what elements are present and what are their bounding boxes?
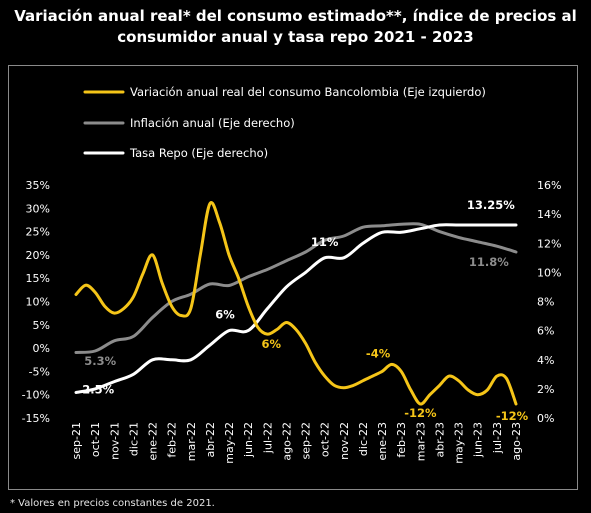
- x-tick-label: ago-22: [280, 422, 293, 461]
- left-tick-label: 25%: [26, 226, 50, 239]
- right-axis: 16% 14% 12% 10% 8% 6% 4% 2% 0%: [537, 179, 561, 425]
- legend-label-2: Tasa Repo (Eje derecho): [129, 146, 268, 160]
- left-tick-label: -10%: [22, 389, 50, 402]
- right-tick-label: 2%: [537, 383, 554, 396]
- x-tick-label: sep-22: [300, 422, 313, 459]
- x-tick-label: mar-22: [185, 422, 198, 461]
- x-tick-label: jul-22: [261, 422, 274, 454]
- right-tick-label: 12%: [537, 237, 561, 250]
- x-tick-label: oct-22: [319, 422, 332, 457]
- x-tick-label: sep-21: [70, 422, 83, 459]
- left-tick-label: 10%: [26, 296, 50, 309]
- right-tick-label: 4%: [537, 354, 554, 367]
- chart-title-line-2: consumidor anual y tasa repo 2021 - 2023: [117, 28, 474, 46]
- annotation-label: 11.8%: [469, 255, 509, 269]
- legend-label-1: Inflación anual (Eje derecho): [130, 116, 295, 130]
- right-tick-label: 6%: [537, 325, 554, 338]
- right-tick-label: 10%: [537, 266, 561, 279]
- inflacion-series-line: [74, 222, 518, 354]
- x-tick-label: ago-23: [510, 422, 523, 461]
- annotation-label: 13.25%: [467, 198, 515, 212]
- x-tick-label: may-22: [223, 422, 236, 464]
- legend: Variación anual real del consumo Bancolo…: [83, 85, 486, 160]
- x-tick-label: abr-22: [204, 422, 217, 458]
- x-tick-label: jun-23: [472, 422, 485, 458]
- data-annotations: 5.3% 2.5% 6% 6% 11% -4% -12% 13.25% 11.8% -12%: [82, 198, 528, 423]
- chart-title-line-1: Variación anual real* del consumo estima…: [14, 7, 577, 25]
- x-tick-label: jul-23: [491, 422, 504, 454]
- annotation-label: 11%: [311, 235, 339, 249]
- left-tick-label: 5%: [33, 319, 50, 332]
- annotation-label: -12%: [496, 409, 529, 423]
- repo-series-line: [74, 223, 518, 394]
- annotation-label: -4%: [366, 346, 391, 360]
- left-axis: 35% 30% 25% 20% 15% 10% 5% 0% -5% -10% -15%: [22, 179, 50, 425]
- x-tick-label: ene-22: [147, 422, 160, 460]
- annotation-label: 6%: [262, 337, 282, 351]
- series-lines: [74, 201, 518, 406]
- right-tick-label: 8%: [537, 296, 554, 309]
- x-tick-label: oct-21: [89, 422, 102, 457]
- annotation-label: 6%: [215, 308, 235, 322]
- right-tick-label: 16%: [537, 179, 561, 192]
- footnote: * Valores en precios constantes de 2021.: [10, 498, 215, 509]
- right-tick-label: 14%: [537, 208, 561, 221]
- x-tick-label: dic-22: [357, 422, 370, 456]
- annotation-label: 2.5%: [82, 383, 114, 397]
- x-axis: sep-21 oct-21 nov-21 dic-21 ene-22 feb-22 mar-…: [70, 422, 523, 464]
- left-tick-label: 0%: [33, 342, 50, 355]
- x-tick-label: ene-23: [376, 422, 389, 460]
- left-tick-label: 35%: [26, 179, 50, 192]
- annotation-label: 5.3%: [84, 354, 116, 368]
- left-tick-label: 20%: [26, 249, 50, 262]
- x-tick-label: mar-23: [414, 422, 427, 461]
- x-tick-label: nov-21: [108, 422, 121, 460]
- chart-title: Variación anual real* del consumo estima…: [0, 6, 591, 48]
- left-tick-label: 30%: [26, 202, 50, 215]
- legend-label-0: Variación anual real del consumo Bancolo…: [130, 85, 486, 99]
- x-tick-label: nov-22: [338, 422, 351, 460]
- x-tick-label: feb-22: [166, 422, 179, 458]
- x-tick-label: dic-21: [127, 422, 140, 456]
- annotation-label: -12%: [404, 406, 437, 420]
- left-tick-label: -5%: [29, 365, 50, 378]
- x-tick-label: jun-22: [242, 422, 255, 458]
- consumo-series-line: [74, 201, 518, 406]
- left-tick-label: -15%: [22, 412, 50, 425]
- left-tick-label: 15%: [26, 272, 50, 285]
- chart-frame: [8, 65, 578, 490]
- right-tick-label: 0%: [537, 412, 554, 425]
- x-tick-label: abr-23: [433, 422, 446, 458]
- x-tick-label: may-23: [453, 422, 466, 464]
- x-tick-label: feb-23: [395, 422, 408, 458]
